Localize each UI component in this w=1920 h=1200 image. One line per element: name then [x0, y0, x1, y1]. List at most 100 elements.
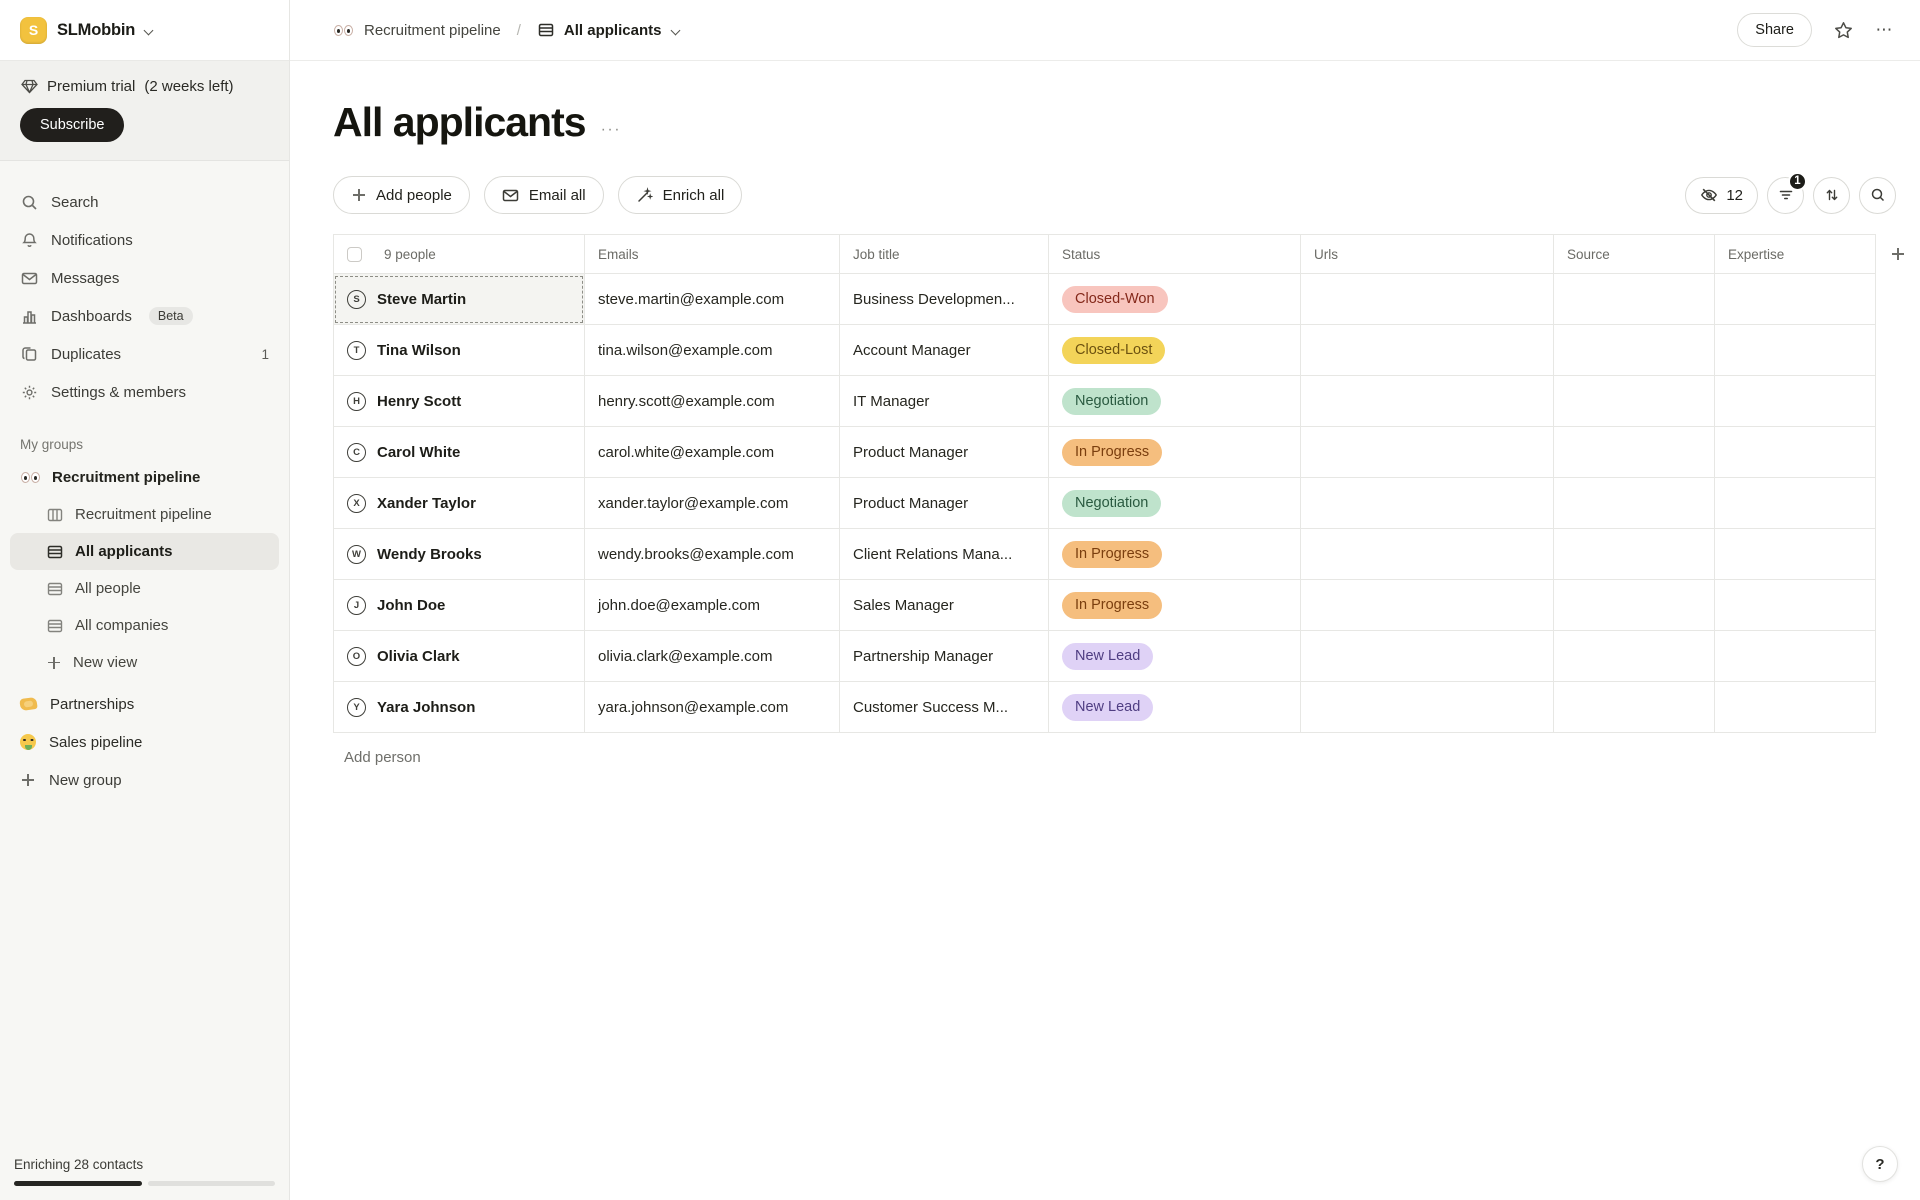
job-title-cell[interactable]: IT Manager — [840, 376, 1049, 427]
source-cell[interactable] — [1554, 427, 1715, 478]
job-title-cell[interactable]: Partnership Manager — [840, 631, 1049, 682]
urls-cell[interactable] — [1301, 529, 1554, 580]
expertise-cell[interactable] — [1715, 478, 1876, 529]
email-cell[interactable]: steve.martin@example.com — [585, 274, 840, 325]
breadcrumb-view[interactable]: All applicants — [537, 21, 683, 39]
email-cell[interactable]: henry.scott@example.com — [585, 376, 840, 427]
table-row[interactable]: T Tina Wilson tina.wilson@example.com Ac… — [333, 325, 1920, 376]
hidden-fields-button[interactable]: 12 — [1685, 177, 1758, 214]
person-name-cell[interactable]: C Carol White — [333, 427, 585, 478]
column-header-source[interactable]: Source — [1554, 234, 1715, 274]
column-header-status[interactable]: Status — [1049, 234, 1301, 274]
add-column-button[interactable] — [1876, 234, 1920, 274]
enrich-all-button[interactable]: Enrich all — [618, 176, 743, 214]
filter-button[interactable]: 1 — [1767, 177, 1804, 214]
workspace-switcher[interactable]: S SLMobbin — [0, 0, 289, 61]
table-row[interactable]: H Henry Scott henry.scott@example.com IT… — [333, 376, 1920, 427]
sidebar-view-recruitment-pipeline[interactable]: Recruitment pipeline — [10, 496, 279, 533]
urls-cell[interactable] — [1301, 580, 1554, 631]
sidebar-new-view[interactable]: New view — [10, 644, 279, 681]
urls-cell[interactable] — [1301, 376, 1554, 427]
job-title-cell[interactable]: Sales Manager — [840, 580, 1049, 631]
job-title-cell[interactable]: Customer Success M... — [840, 682, 1049, 733]
job-title-cell[interactable]: Product Manager — [840, 478, 1049, 529]
add-person-button[interactable]: Add person — [333, 733, 1920, 766]
expertise-cell[interactable] — [1715, 427, 1876, 478]
sidebar-item-search[interactable]: Search — [10, 183, 279, 221]
column-header-urls[interactable]: Urls — [1301, 234, 1554, 274]
sidebar-group-sales-pipeline[interactable]: Sales pipeline — [10, 723, 279, 761]
column-header-emails[interactable]: Emails — [585, 234, 840, 274]
person-name-cell[interactable]: X Xander Taylor — [333, 478, 585, 529]
expertise-cell[interactable] — [1715, 376, 1876, 427]
share-button[interactable]: Share — [1737, 13, 1812, 47]
table-row[interactable]: J John Doe john.doe@example.com Sales Ma… — [333, 580, 1920, 631]
status-cell[interactable]: Closed-Lost — [1049, 325, 1301, 376]
select-all-checkbox[interactable] — [347, 247, 362, 262]
person-name-cell[interactable]: Y Yara Johnson — [333, 682, 585, 733]
table-row[interactable]: X Xander Taylor xander.taylor@example.co… — [333, 478, 1920, 529]
person-name-cell[interactable]: S Steve Martin — [333, 274, 585, 325]
status-cell[interactable]: In Progress — [1049, 580, 1301, 631]
table-row[interactable]: C Carol White carol.white@example.com Pr… — [333, 427, 1920, 478]
person-name-cell[interactable]: O Olivia Clark — [333, 631, 585, 682]
job-title-cell[interactable]: Product Manager — [840, 427, 1049, 478]
breadcrumb-group[interactable]: Recruitment pipeline — [364, 22, 501, 39]
status-cell[interactable]: New Lead — [1049, 682, 1301, 733]
urls-cell[interactable] — [1301, 682, 1554, 733]
email-cell[interactable]: carol.white@example.com — [585, 427, 840, 478]
sidebar-item-notifications[interactable]: Notifications — [10, 221, 279, 259]
status-cell[interactable]: Negotiation — [1049, 478, 1301, 529]
urls-cell[interactable] — [1301, 274, 1554, 325]
search-table-button[interactable] — [1859, 177, 1896, 214]
column-header-people[interactable]: 9 people — [384, 247, 436, 262]
status-cell[interactable]: In Progress — [1049, 427, 1301, 478]
sidebar-view-all-companies[interactable]: All companies — [10, 607, 279, 644]
expertise-cell[interactable] — [1715, 580, 1876, 631]
sort-button[interactable] — [1813, 177, 1850, 214]
sidebar-item-settings[interactable]: Settings & members — [10, 373, 279, 411]
expertise-cell[interactable] — [1715, 529, 1876, 580]
sidebar-group-partnerships[interactable]: Partnerships — [10, 685, 279, 723]
source-cell[interactable] — [1554, 631, 1715, 682]
status-cell[interactable]: Negotiation — [1049, 376, 1301, 427]
sidebar-item-messages[interactable]: Messages — [10, 259, 279, 297]
sidebar-view-all-applicants[interactable]: All applicants — [10, 533, 279, 570]
table-row[interactable]: S Steve Martin steve.martin@example.com … — [333, 274, 1920, 325]
sidebar-group-recruitment-pipeline[interactable]: Recruitment pipeline — [10, 458, 279, 496]
column-header-expertise[interactable]: Expertise — [1715, 234, 1876, 274]
person-name-cell[interactable]: H Henry Scott — [333, 376, 585, 427]
job-title-cell[interactable]: Business Developmen... — [840, 274, 1049, 325]
email-cell[interactable]: olivia.clark@example.com — [585, 631, 840, 682]
expertise-cell[interactable] — [1715, 274, 1876, 325]
person-name-cell[interactable]: W Wendy Brooks — [333, 529, 585, 580]
add-people-button[interactable]: Add people — [333, 176, 470, 214]
column-header-job-title[interactable]: Job title — [840, 234, 1049, 274]
subscribe-button[interactable]: Subscribe — [20, 108, 124, 142]
status-cell[interactable]: Closed-Won — [1049, 274, 1301, 325]
person-name-cell[interactable]: J John Doe — [333, 580, 585, 631]
source-cell[interactable] — [1554, 325, 1715, 376]
email-all-button[interactable]: Email all — [484, 176, 604, 214]
table-row[interactable]: O Olivia Clark olivia.clark@example.com … — [333, 631, 1920, 682]
expertise-cell[interactable] — [1715, 682, 1876, 733]
more-options-icon[interactable]: ⋯ — [1874, 19, 1896, 41]
status-cell[interactable]: New Lead — [1049, 631, 1301, 682]
help-button[interactable]: ? — [1862, 1146, 1898, 1182]
sidebar-view-all-people[interactable]: All people — [10, 570, 279, 607]
job-title-cell[interactable]: Client Relations Mana... — [840, 529, 1049, 580]
expertise-cell[interactable] — [1715, 325, 1876, 376]
source-cell[interactable] — [1554, 376, 1715, 427]
star-icon[interactable] — [1832, 19, 1854, 41]
expertise-cell[interactable] — [1715, 631, 1876, 682]
source-cell[interactable] — [1554, 529, 1715, 580]
email-cell[interactable]: xander.taylor@example.com — [585, 478, 840, 529]
urls-cell[interactable] — [1301, 631, 1554, 682]
urls-cell[interactable] — [1301, 427, 1554, 478]
source-cell[interactable] — [1554, 478, 1715, 529]
status-cell[interactable]: In Progress — [1049, 529, 1301, 580]
urls-cell[interactable] — [1301, 325, 1554, 376]
sidebar-item-dashboards[interactable]: Dashboards Beta — [10, 297, 279, 335]
title-menu-icon[interactable]: ··· — [601, 121, 621, 139]
urls-cell[interactable] — [1301, 478, 1554, 529]
